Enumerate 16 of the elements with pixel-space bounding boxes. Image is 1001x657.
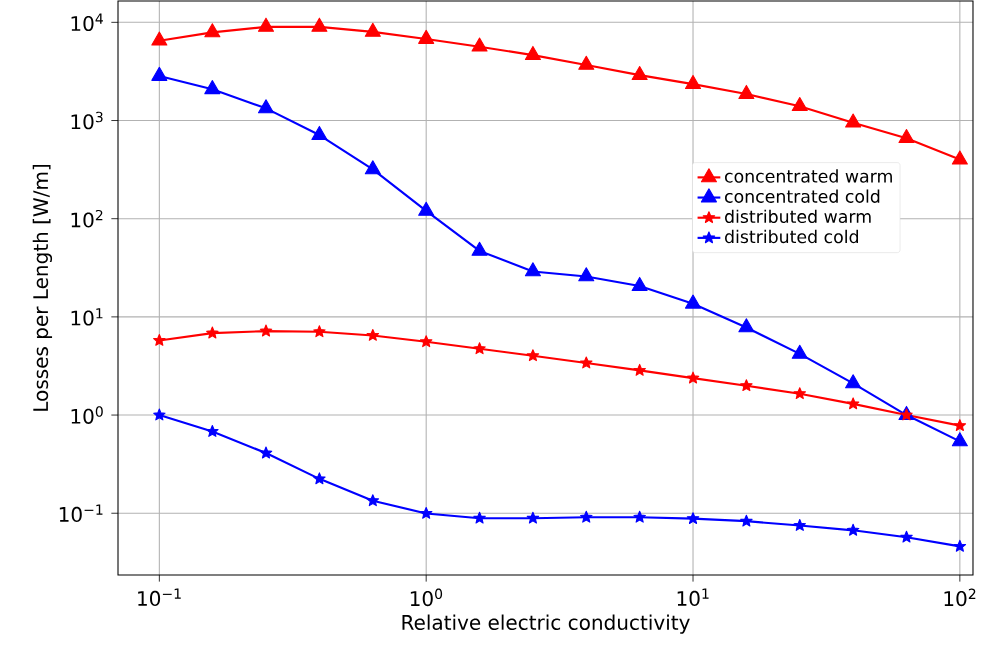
legend-label: concentrated cold xyxy=(725,189,880,203)
y-tick-label: 10$^{−1}$ xyxy=(59,504,103,522)
x-tick-label: 10$^{2}$ xyxy=(944,588,976,607)
x-tick-label: 10$^{0}$ xyxy=(410,588,443,607)
y-tick-label: 10$^{0}$ xyxy=(71,406,103,424)
legend-label: distributed cold xyxy=(725,229,858,244)
y-tick-label: 10$^{3}$ xyxy=(71,111,103,130)
x-tick-label: 10$^{−1}$ xyxy=(138,588,181,607)
x-axis-title: Relative electric conductivity xyxy=(402,614,690,634)
y-tick-label: 10$^{1}$ xyxy=(71,308,103,326)
y-tick-label: 10$^{2}$ xyxy=(71,209,103,228)
x-tick-label: 10$^{1}$ xyxy=(677,588,709,607)
legend-label: concentrated warm xyxy=(725,169,892,183)
y-axis-title: Losses per Length [W/m] xyxy=(32,164,53,411)
legend-label: distributed warm xyxy=(725,209,871,224)
y-tick-label: 10$^{4}$ xyxy=(71,13,103,32)
